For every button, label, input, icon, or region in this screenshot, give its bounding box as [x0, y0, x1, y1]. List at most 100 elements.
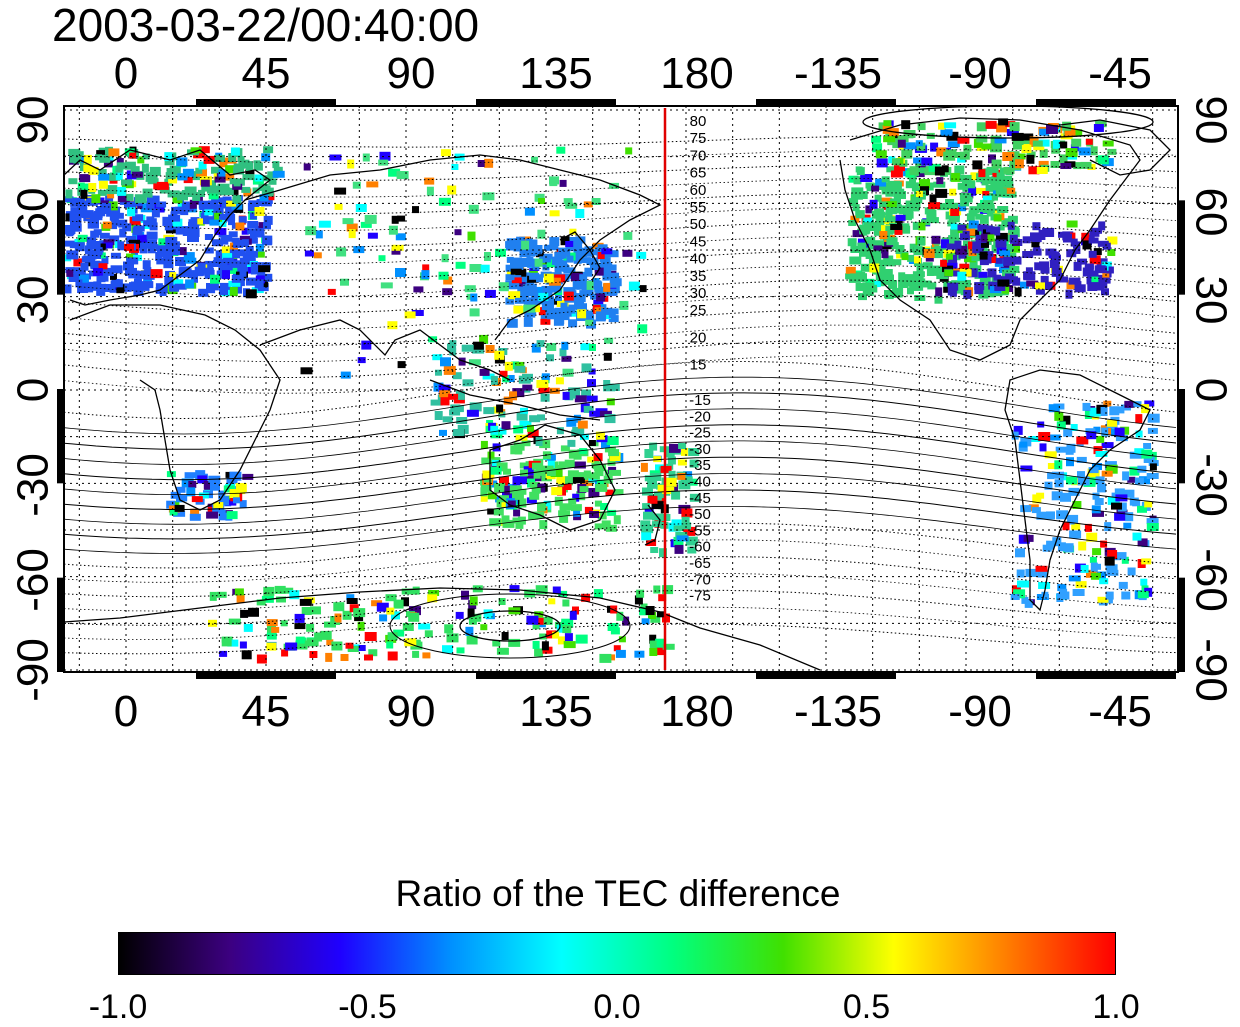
tec-pixel — [401, 597, 409, 607]
tec-pixel — [607, 272, 619, 280]
tec-pixel — [109, 211, 118, 221]
tec-pixel — [170, 491, 181, 499]
tec-pixel — [856, 167, 865, 176]
tec-pixel — [309, 651, 318, 658]
tec-pixel — [523, 317, 533, 327]
tec-pixel — [1091, 273, 1099, 283]
tec-pixel — [186, 487, 196, 497]
tec-pixel — [962, 185, 970, 192]
tec-pixel — [1087, 270, 1099, 277]
tec-pixel — [538, 292, 549, 301]
tec-pixel — [212, 239, 223, 247]
tec-pixel — [504, 485, 512, 495]
tec-pixel — [1093, 426, 1101, 433]
tec-pixel — [456, 417, 468, 424]
tec-pixel — [551, 258, 561, 265]
tec-pixel — [340, 278, 349, 286]
tec-pixel — [559, 504, 567, 512]
tec-pixel — [1114, 427, 1125, 437]
tec-pixel — [452, 429, 465, 436]
tec-pixel — [110, 218, 119, 227]
tec-pixel — [566, 417, 577, 427]
tec-pixel — [560, 302, 568, 310]
tec-pixel — [560, 236, 570, 246]
tec-pixel — [1060, 163, 1072, 169]
tec-pixel — [223, 485, 235, 493]
tec-pixel — [936, 272, 949, 280]
tec-pixel — [589, 511, 600, 518]
tec-pixel — [442, 416, 453, 423]
tec-pixel — [981, 239, 989, 248]
tec-pixel — [527, 429, 539, 438]
tec-pixel — [1104, 522, 1112, 532]
tec-pixel — [593, 589, 603, 599]
tec-pixel — [115, 165, 123, 173]
tec-pixel — [560, 445, 570, 452]
tec-pixel — [1034, 262, 1043, 271]
mag-contour — [63, 279, 1177, 314]
tec-pixel — [1033, 143, 1045, 151]
bottom-border-stripe — [1036, 673, 1176, 679]
tec-pixel — [443, 365, 456, 375]
tec-pixel — [602, 272, 610, 281]
tec-pixel — [182, 168, 194, 177]
tec-pixel — [601, 520, 611, 528]
tec-pixel — [1035, 565, 1048, 572]
tec-pixel — [1051, 251, 1060, 260]
tec-pixel — [1140, 578, 1148, 586]
tec-pixel — [1035, 282, 1045, 290]
tec-pixel — [688, 448, 700, 456]
tec-pixel — [449, 340, 457, 347]
tec-pixel — [565, 476, 573, 486]
tec-pixel — [239, 641, 247, 649]
tec-pixel — [88, 166, 99, 175]
tec-pixel — [978, 169, 986, 178]
tec-pixel — [143, 269, 151, 279]
tec-pixel — [964, 256, 976, 263]
tec-pixel — [529, 491, 540, 500]
tec-pixel — [83, 286, 94, 293]
bottom-lon-label: 135 — [519, 687, 592, 736]
tec-pixel — [126, 257, 139, 265]
tec-pixel — [950, 270, 963, 277]
tec-pixel — [1129, 466, 1140, 476]
tec-pixel — [198, 189, 205, 197]
tec-pixel — [1101, 442, 1114, 449]
tec-pixel — [1050, 161, 1060, 168]
tec-pixel — [1020, 505, 1032, 513]
tec-pixel — [1093, 446, 1103, 455]
tec-pixel — [421, 270, 430, 280]
tec-pixel — [599, 410, 612, 417]
mag-contour — [63, 473, 1177, 525]
tec-pixel — [541, 465, 554, 474]
south-contour-label: -50 — [689, 506, 711, 523]
tec-pixel — [573, 414, 581, 423]
tec-pixel — [201, 184, 210, 192]
tec-pixel — [917, 236, 926, 246]
tec-pixel — [412, 206, 419, 214]
tec-pixel — [254, 207, 265, 216]
tec-pixel — [466, 409, 479, 417]
tec-pixel — [103, 158, 113, 168]
tec-pixel — [236, 487, 246, 495]
tec-pixel — [1146, 473, 1159, 479]
tec-pixel — [262, 273, 273, 282]
tec-pixel — [1078, 147, 1091, 156]
tec-pixel — [462, 379, 474, 387]
tec-pixel — [1054, 460, 1063, 470]
tec-pixel — [556, 476, 569, 485]
tec-pixel — [314, 632, 323, 642]
tec-pixel — [99, 275, 109, 282]
tec-pixel — [68, 148, 81, 156]
tec-pixel — [64, 196, 74, 203]
tec-pixel — [255, 225, 264, 233]
tec-pixel — [165, 236, 178, 246]
tec-pixel — [909, 166, 919, 176]
tec-pixel — [142, 153, 150, 160]
tec-pixel — [195, 167, 203, 174]
tec-pixel — [258, 222, 266, 229]
tec-pixel — [959, 192, 971, 200]
tec-pixel — [117, 195, 130, 203]
tec-pixel — [285, 642, 298, 651]
tec-pixel — [1031, 507, 1041, 514]
